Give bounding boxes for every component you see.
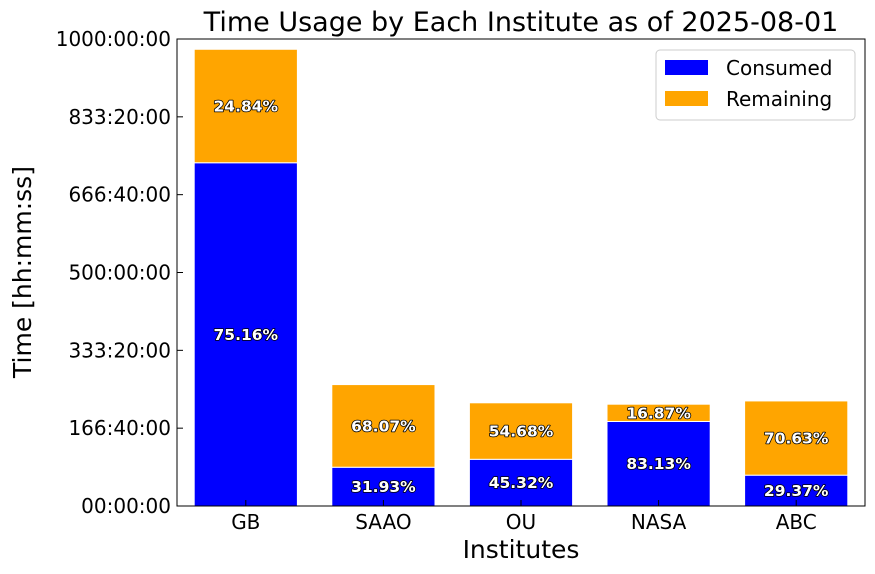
y-tick-label: 500:00:00 (68, 261, 171, 285)
y-tick-label: 833:20:00 (68, 105, 171, 129)
y-tick-label: 333:20:00 (68, 338, 171, 362)
bar-label-remaining-abc: 70.63% (764, 430, 829, 448)
x-axis-label: Institutes (463, 535, 580, 564)
bar-remaining-abc (744, 400, 849, 476)
bar-remaining-saao (331, 384, 436, 468)
bar-consumed-gb (193, 162, 298, 507)
legend-label-consumed: Consumed (726, 56, 832, 80)
bar-label-remaining-gb: 24.84% (214, 98, 279, 116)
bar-label-consumed-abc: 29.37% (764, 482, 829, 500)
x-tick-label: ABC (776, 510, 817, 534)
y-tick-label: 00:00:00 (81, 494, 171, 518)
legend-label-remaining: Remaining (726, 87, 832, 111)
y-tick-label: 166:40:00 (68, 416, 171, 440)
bar-label-consumed-ou: 45.32% (489, 474, 554, 492)
legend: Consumed Remaining (655, 49, 856, 121)
bar-label-consumed-nasa: 83.13% (626, 455, 691, 473)
x-axis: GB SAAO OU NASA ABC (231, 500, 817, 534)
bar-labels-group: 75.16% 24.84% 31.93% 68.07% 45.32% 54.68% 83.1… (213, 97, 830, 501)
bars-group (193, 48, 849, 507)
bar-remaining-gb (193, 48, 298, 164)
y-tick-label: 666:40:00 (68, 183, 171, 207)
x-tick-label: NASA (631, 510, 687, 534)
y-axis: 00:00:00 166:40:00 333:20:00 500:00:00 666:4… (56, 27, 183, 518)
legend-swatch-remaining (665, 91, 708, 106)
y-axis-label: Time [hh:mm:ss] (8, 166, 37, 379)
bar-label-remaining-ou: 54.68% (489, 423, 554, 441)
bar-remaining-ou (468, 402, 574, 460)
bar-label-consumed-gb: 75.16% (214, 326, 279, 344)
chart-title: Time Usage by Each Institute as of 2025-… (203, 7, 839, 38)
y-tick-label: 1000:00:00 (56, 27, 171, 51)
bar-remaining-nasa (606, 403, 711, 422)
x-tick-label: SAAO (355, 510, 411, 534)
bar-label-remaining-saao: 68.07% (351, 417, 416, 435)
x-tick-label: OU (506, 510, 536, 534)
bar-label-consumed-saao: 31.93% (351, 478, 416, 496)
legend-swatch-consumed (665, 60, 708, 75)
bar-label-remaining-nasa: 16.87% (626, 404, 691, 422)
x-tick-label: GB (231, 510, 260, 534)
